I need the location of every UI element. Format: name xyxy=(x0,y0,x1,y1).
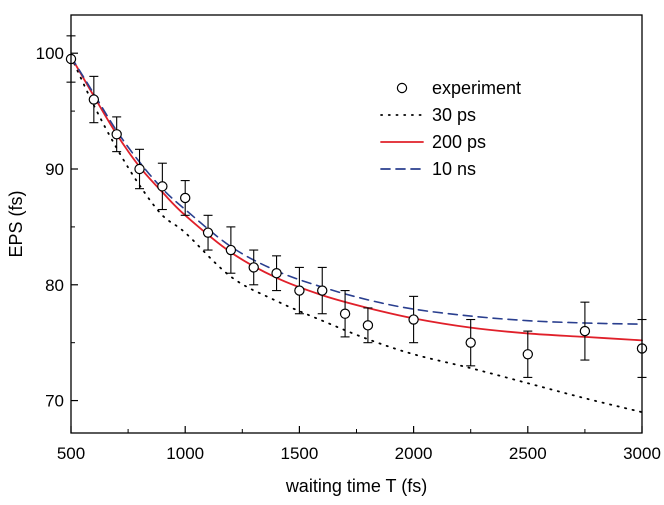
experiment-marker xyxy=(202,227,214,238)
data-point xyxy=(317,266,328,315)
y-tick-label: 90 xyxy=(45,160,64,179)
experiment-marker xyxy=(579,325,591,337)
experiment-marker xyxy=(339,308,351,319)
experiment-marker xyxy=(408,314,419,325)
series-line-200-ps xyxy=(70,55,643,342)
experiment-marker xyxy=(179,192,191,204)
experiment-marker xyxy=(157,181,168,192)
data-point xyxy=(248,249,259,286)
data-point xyxy=(362,307,374,344)
x-tick-label: 500 xyxy=(57,444,85,463)
data-point xyxy=(579,301,591,361)
data-point xyxy=(157,162,168,211)
data-point xyxy=(339,290,351,338)
data-point xyxy=(294,266,305,315)
legend-marker xyxy=(396,82,408,94)
x-tick-label: 2000 xyxy=(395,444,433,463)
experiment-marker xyxy=(134,163,145,175)
x-tick-label: 2500 xyxy=(509,444,547,463)
experiment-marker xyxy=(225,244,237,256)
x-axis-label: waiting time T (fs) xyxy=(285,476,427,496)
y-tick-label: 100 xyxy=(36,44,64,63)
legend: experiment 30 ps 200 ps 10 ns xyxy=(380,78,521,179)
y-tick-label: 70 xyxy=(45,392,64,411)
x-tick-label: 1000 xyxy=(166,444,204,463)
x-tick-label: 1500 xyxy=(280,444,318,463)
legend-label: experiment xyxy=(432,78,521,98)
data-point xyxy=(179,180,191,216)
plot-frame xyxy=(70,14,643,434)
data-point xyxy=(465,318,476,367)
experiment-marker xyxy=(317,285,328,296)
experiment-marker xyxy=(88,94,100,105)
data-point xyxy=(202,214,214,251)
legend-item: 30 ps xyxy=(380,105,476,125)
experiment-marker xyxy=(248,262,259,273)
series-line-10-ns xyxy=(70,55,643,325)
experiment-marker xyxy=(362,320,374,331)
series-line-30-ps xyxy=(70,55,643,414)
experiment-marker xyxy=(271,268,282,279)
data-point xyxy=(111,116,122,153)
experiment-marker xyxy=(465,337,476,348)
data-point xyxy=(134,148,145,190)
data-point xyxy=(225,226,237,274)
legend-label: 200 ps xyxy=(432,132,486,152)
data-point xyxy=(522,330,534,378)
data-point xyxy=(271,255,282,292)
experiment-marker xyxy=(111,129,122,140)
x-tick-label: 3000 xyxy=(623,444,661,463)
experiment-marker xyxy=(522,349,534,360)
data-point xyxy=(88,75,100,124)
y-axis-label: EPS (fs) xyxy=(6,190,26,257)
y-tick-label: 80 xyxy=(45,276,64,295)
data-point xyxy=(408,295,419,344)
experiment-marker xyxy=(294,285,305,296)
legend-label: 30 ps xyxy=(432,105,476,125)
legend-item: 200 ps xyxy=(380,132,486,152)
legend-item: 10 ns xyxy=(380,159,476,179)
legend-label: 10 ns xyxy=(432,159,476,179)
legend-item: experiment xyxy=(396,78,521,98)
